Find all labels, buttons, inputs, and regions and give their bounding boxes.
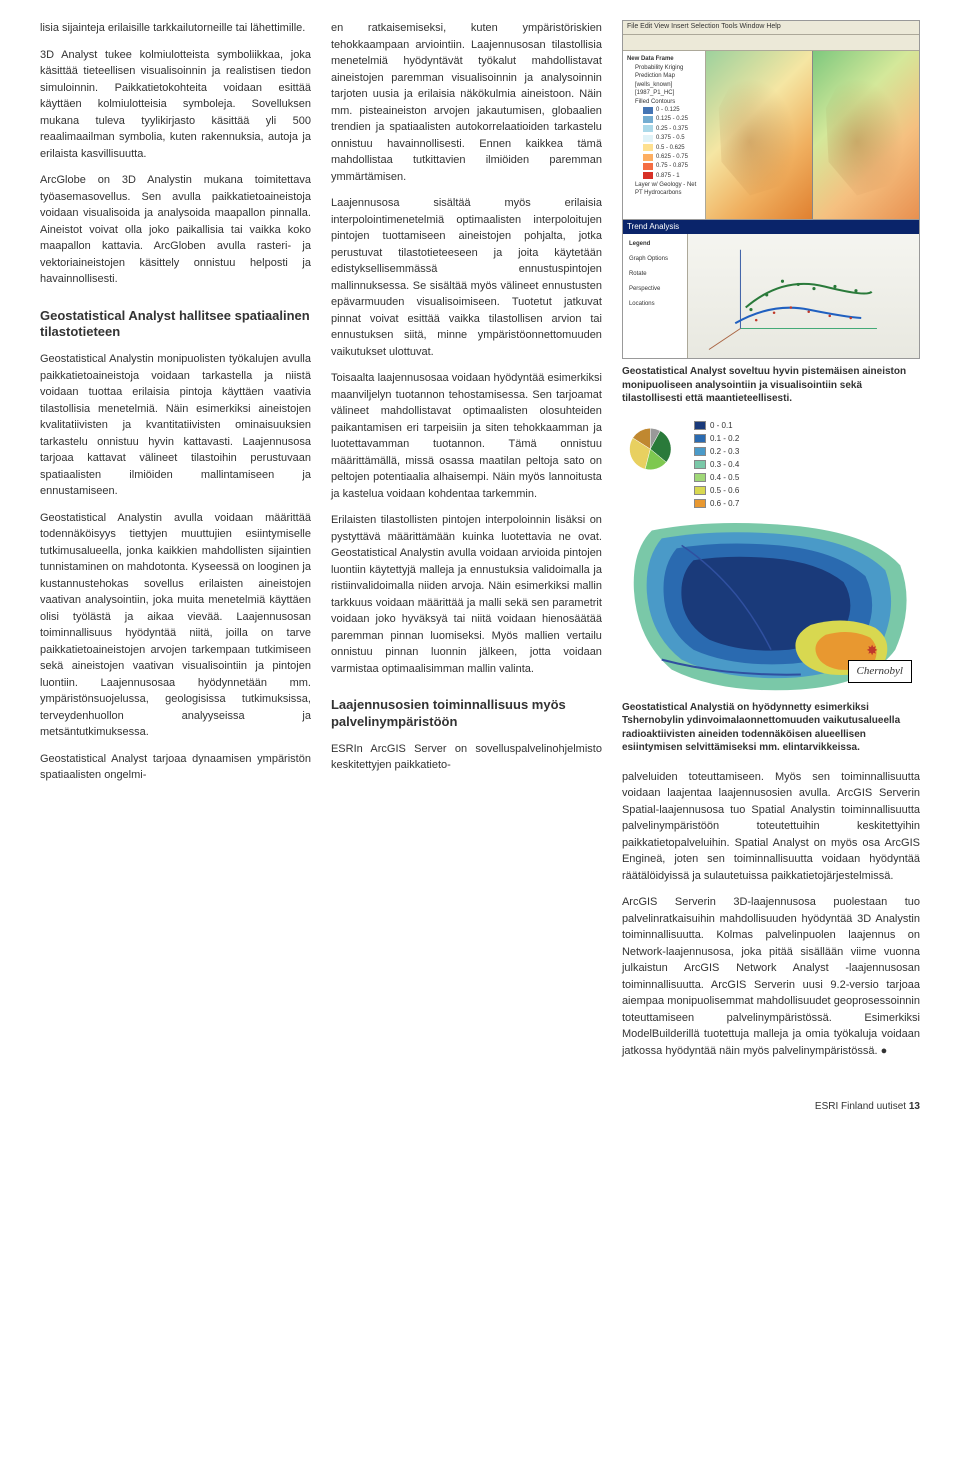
body-text: palveluiden toteuttamiseen. Myös sen toi…: [622, 769, 920, 885]
page-number: 13: [909, 1101, 920, 1112]
legend-row: 0.1 - 0.2: [694, 433, 920, 445]
legend-row: 0 - 0.1: [694, 420, 920, 432]
figure-chernobyl: 0 - 0.10.1 - 0.20.2 - 0.30.3 - 0.40.4 - …: [622, 420, 920, 755]
legend-item: 0.75 - 0.875: [627, 162, 701, 170]
column-2: en ratkaisemiseksi, kuten ympäristöriski…: [331, 20, 602, 1069]
tree-item: Filled Contours: [627, 98, 701, 106]
panel-title: Trend Analysis: [623, 220, 919, 234]
figure-screenshot: File Edit View Insert Selection Tools Wi…: [622, 20, 920, 406]
body-text: ESRIn ArcGIS Server on sovelluspalvelino…: [331, 741, 602, 774]
body-text: Erilaisten tilastollisten pintojen inter…: [331, 512, 602, 677]
legend-item: 0.875 - 1: [627, 172, 701, 180]
section-heading: Laajennusosien toiminnallisuus myös palv…: [331, 697, 602, 731]
legend-label: Legend: [629, 240, 681, 249]
control-label: Graph Options: [629, 255, 681, 264]
legend-item: 0.375 - 0.5: [627, 134, 701, 142]
body-text: en ratkaisemiseksi, kuten ympäristöriski…: [331, 20, 602, 185]
legend-row: 0.3 - 0.4: [694, 459, 920, 471]
control-label: Perspective: [629, 285, 681, 294]
tree-item: Prediction Map: [627, 72, 701, 80]
arcmap-screenshot: File Edit View Insert Selection Tools Wi…: [622, 20, 920, 220]
menubar: File Edit View Insert Selection Tools Wi…: [623, 21, 919, 35]
toolbar: [623, 35, 919, 51]
column-3: File Edit View Insert Selection Tools Wi…: [622, 20, 920, 1069]
body-text: Laajennusosa sisältää myös erilaisia int…: [331, 195, 602, 360]
map-views: [706, 51, 919, 219]
body-text: ArcGlobe on 3D Analystin mukana toimitet…: [40, 172, 311, 288]
legend-item: 0.625 - 0.75: [627, 153, 701, 161]
legend-row: 0.6 - 0.7: [694, 498, 920, 510]
body-text: lisia sijainteja erilaisille tarkkailuto…: [40, 20, 311, 37]
legend-item: 0.25 - 0.375: [627, 125, 701, 133]
legend-row: 0.2 - 0.3: [694, 446, 920, 458]
figure-caption: Geostatistical Analystiä on hyödynnetty …: [622, 701, 920, 755]
legend-item: 0.125 - 0.25: [627, 115, 701, 123]
control-label: Rotate: [629, 270, 681, 279]
chernobyl-map: ✸ Chernobyl: [622, 515, 920, 695]
map-right: [812, 51, 919, 219]
figure-caption: Geostatistical Analyst soveltuu hyvin pi…: [622, 365, 920, 406]
legend-row: 0.4 - 0.5: [694, 472, 920, 484]
section-heading: Geostatistical Analyst hallitsee spatiaa…: [40, 308, 311, 342]
map-legend: 0 - 0.10.1 - 0.20.2 - 0.30.3 - 0.40.4 - …: [694, 420, 920, 511]
chernobyl-label: Chernobyl: [848, 660, 912, 683]
footer-text: ESRI Finland uutiset: [815, 1101, 906, 1112]
legend-item: 0 - 0.125: [627, 106, 701, 114]
control-label: Locations: [629, 300, 681, 309]
page-footer: ESRI Finland uutiset 13: [40, 1099, 920, 1114]
tree-root: New Data Frame: [627, 55, 701, 64]
map-left: [706, 51, 812, 219]
chernobyl-marker-icon: ✸: [866, 640, 878, 661]
trend-analysis-panel: Trend Analysis Legend Graph Options Rotat…: [622, 219, 920, 359]
body-text: Geostatistical Analystin monipuolisten t…: [40, 351, 311, 500]
body-text: 3D Analyst tukee kolmiulotteista symboli…: [40, 47, 311, 163]
legend-item: 0.5 - 0.625: [627, 144, 701, 152]
body-text: ArcGIS Serverin 3D-laajennusosa puolesta…: [622, 894, 920, 1059]
tree-item: Layer w/ Geology - Net PT Hydrocarbons: [627, 181, 701, 198]
toc-tree: New Data Frame Probability KrigingPredic…: [623, 51, 706, 219]
tree-item: Probability Kriging: [627, 64, 701, 72]
pie-chart: [622, 420, 688, 478]
tree-item: [wells_known][1987_P1_HC]: [627, 81, 701, 98]
body-text: Geostatistical Analystin avulla voidaan …: [40, 510, 311, 741]
trend-3d-plot: [688, 234, 919, 359]
column-1: lisia sijainteja erilaisille tarkkailuto…: [40, 20, 311, 1069]
body-text: Geostatistical Analyst tarjoaa dynaamise…: [40, 751, 311, 784]
trend-legend: Legend Graph Options Rotate Perspective Loc…: [623, 234, 688, 359]
legend-row: 0.5 - 0.6: [694, 485, 920, 497]
body-text: Toisaalta laajennusosaa voidaan hyödyntä…: [331, 370, 602, 502]
